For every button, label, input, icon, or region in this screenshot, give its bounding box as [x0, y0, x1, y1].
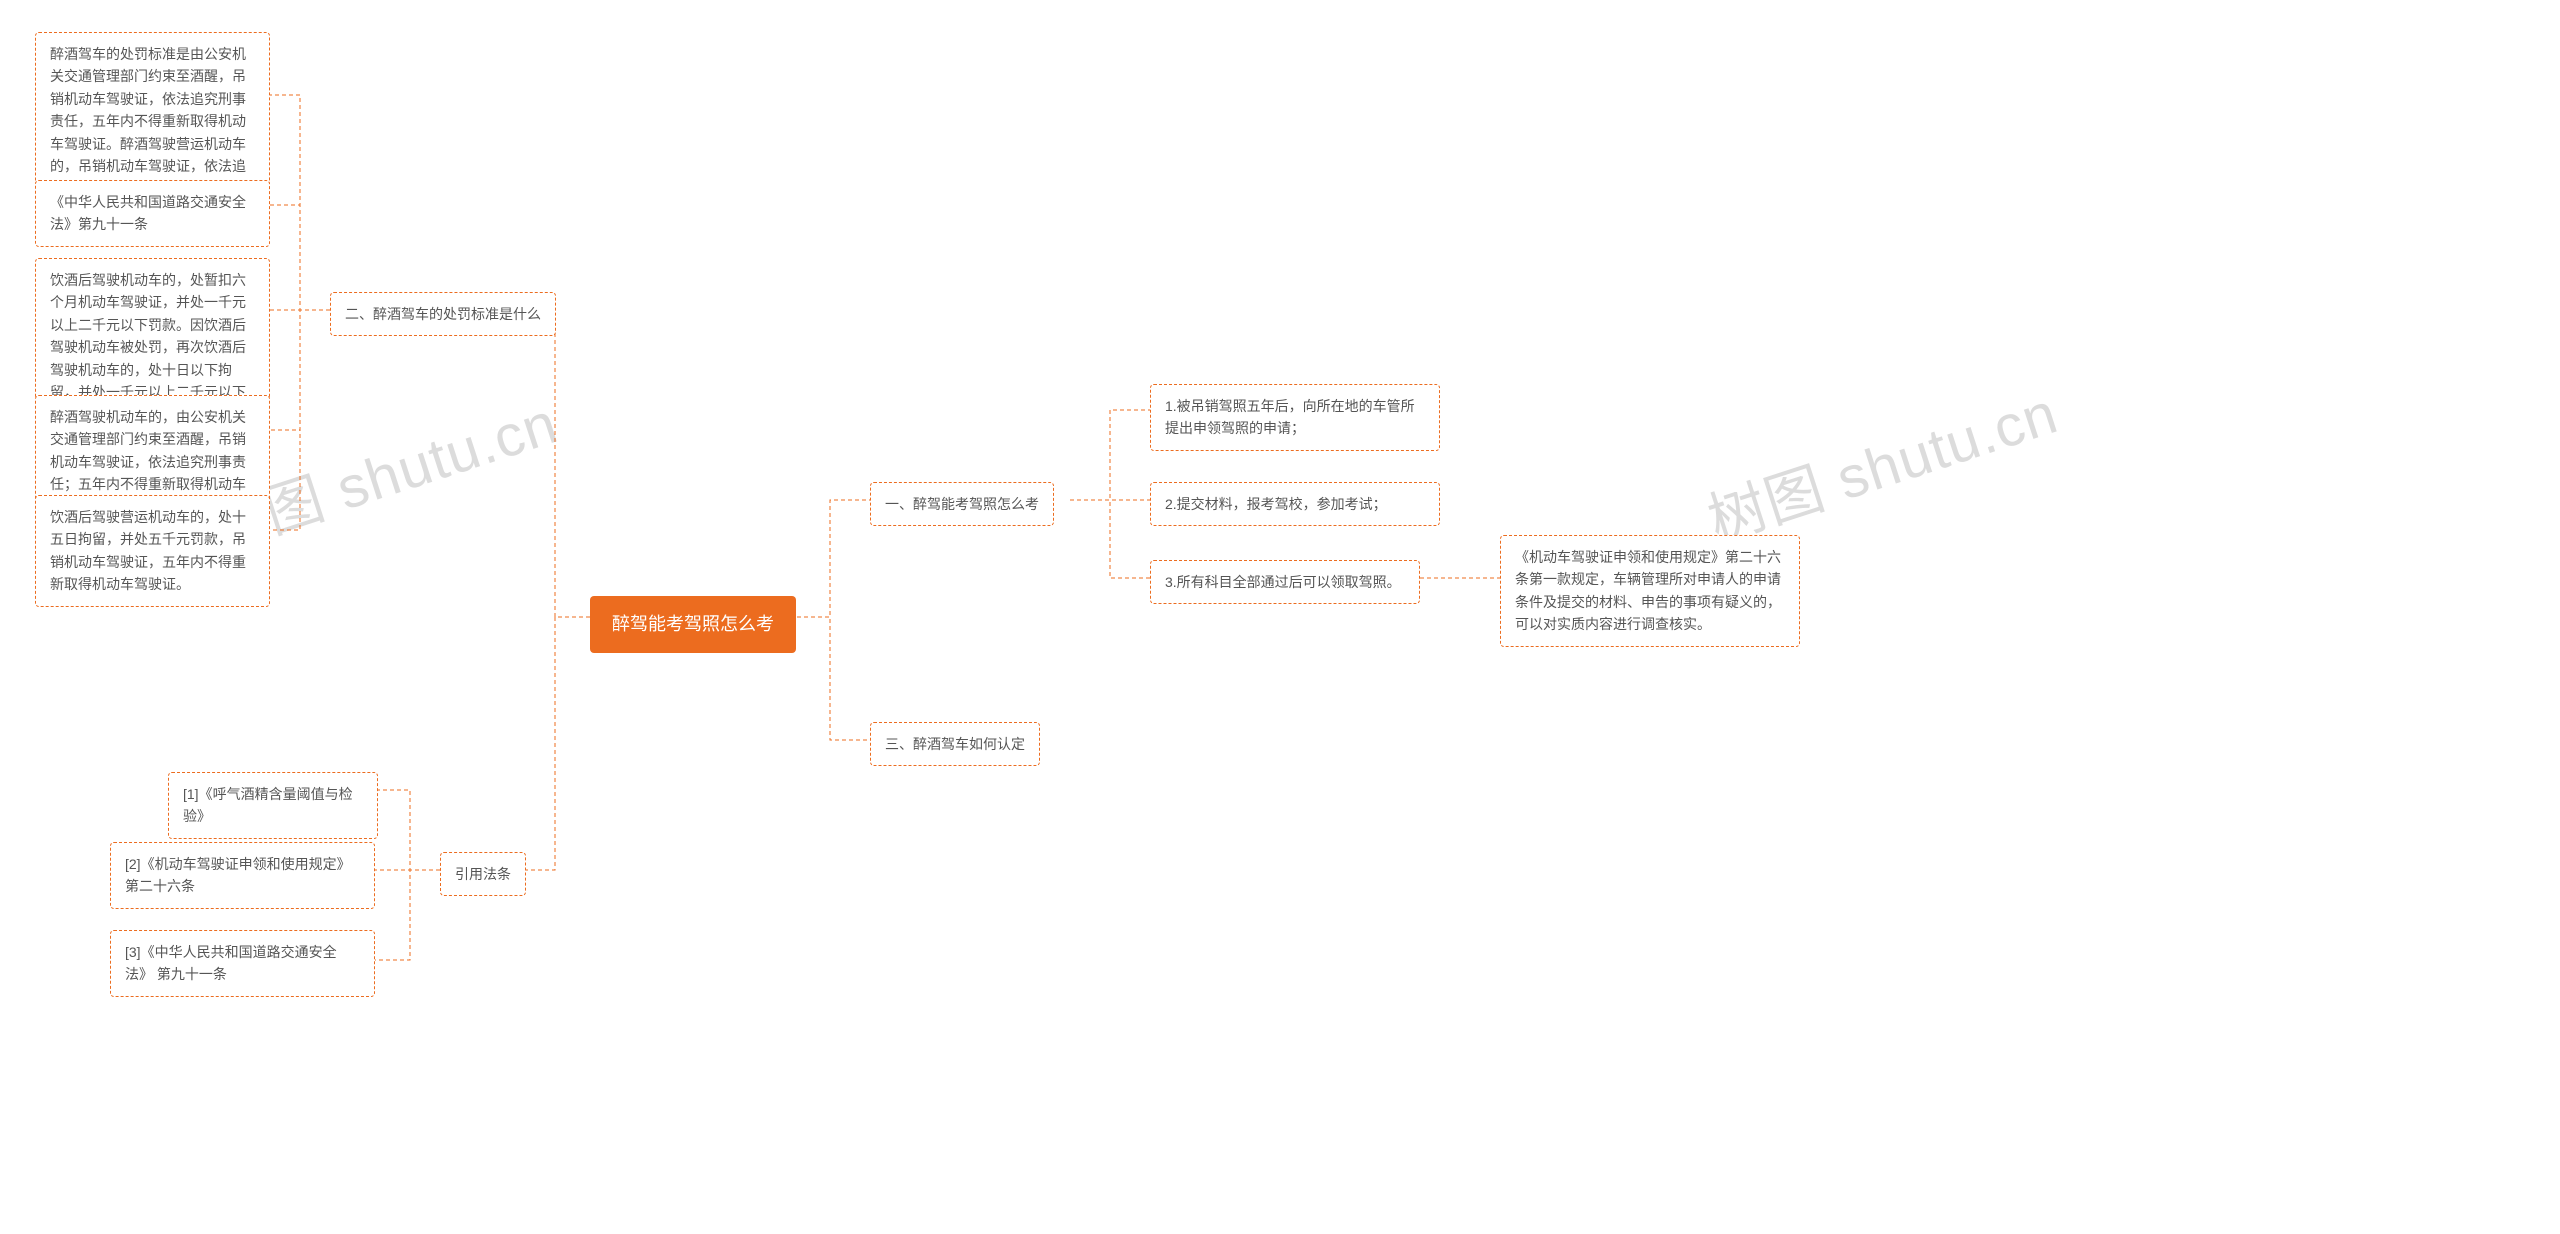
- branch-cite: 引用法条: [440, 852, 526, 896]
- leaf-r-2: 2.提交材料，报考驾校，参加考试；: [1150, 482, 1440, 526]
- root-node: 醉驾能考驾照怎么考: [590, 596, 796, 653]
- watermark: 树图 shutu.cn: [1696, 366, 2067, 558]
- branch-three: 三、醉酒驾车如何认定: [870, 722, 1040, 766]
- leaf-r-1: 1.被吊销驾照五年后，向所在地的车管所提出申领驾照的申请；: [1150, 384, 1440, 451]
- branch-one: 一、醉驾能考驾照怎么考: [870, 482, 1054, 526]
- leaf-cite-2: [2]《机动车驾驶证申领和使用规定》 第二十六条: [110, 842, 375, 909]
- branch-two: 二、醉酒驾车的处罚标准是什么: [330, 292, 556, 336]
- leaf-cite-3: [3]《中华人民共和国道路交通安全法》 第九十一条: [110, 930, 375, 997]
- leaf-l2-5: 饮酒后驾驶营运机动车的，处十五日拘留，并处五千元罚款，吊销机动车驾驶证，五年内不…: [35, 495, 270, 607]
- connectors: [0, 0, 2560, 1234]
- leaf-l2-2: 《中华人民共和国道路交通安全法》第九十一条: [35, 180, 270, 247]
- leaf-r-3: 3.所有科目全部通过后可以领取驾照。: [1150, 560, 1420, 604]
- leaf-r-3-1: 《机动车驾驶证申领和使用规定》第二十六条第一款规定，车辆管理所对申请人的申请条件…: [1500, 535, 1800, 647]
- leaf-cite-1: [1]《呼气酒精含量阈值与检验》: [168, 772, 378, 839]
